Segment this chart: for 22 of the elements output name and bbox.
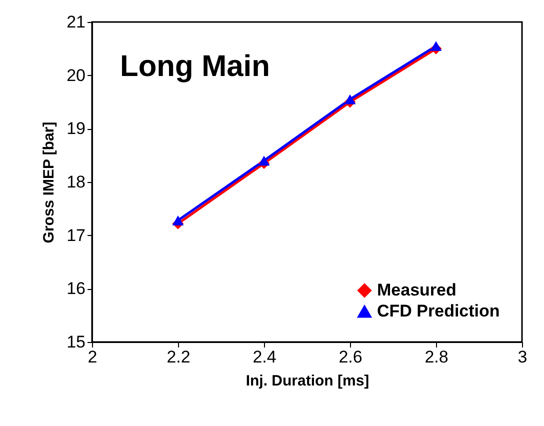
y-tick-label: 19: [66, 119, 86, 138]
y-tick-label: 18: [66, 172, 86, 192]
point: [172, 215, 184, 226]
y-tick-label: 16: [66, 279, 86, 298]
point: [430, 41, 442, 51]
x-tick-label: 2.2: [166, 348, 190, 366]
x-tick-label: 3: [518, 348, 528, 366]
annotation: Long Main: [120, 50, 270, 83]
legend-label: CFD Prediction: [377, 302, 500, 320]
y-tick-label: 15: [66, 332, 86, 352]
y-tick-label: 20: [66, 66, 86, 85]
point: [258, 156, 270, 166]
point: [344, 94, 356, 104]
x-tick-label: 2.4: [252, 348, 276, 366]
x-tick-label: 2: [88, 348, 98, 366]
x-axis-title: Inj. Duration [ms]: [246, 372, 370, 390]
y-tick-label: 21: [66, 12, 86, 32]
x-tick-label: 2.6: [338, 348, 362, 366]
y-axis-title: Gross IMEP [bar]: [40, 122, 58, 244]
legend-label: Measured: [377, 280, 456, 300]
y-tick-label: 17: [66, 226, 86, 245]
x-tick-label: 2.8: [424, 348, 448, 366]
